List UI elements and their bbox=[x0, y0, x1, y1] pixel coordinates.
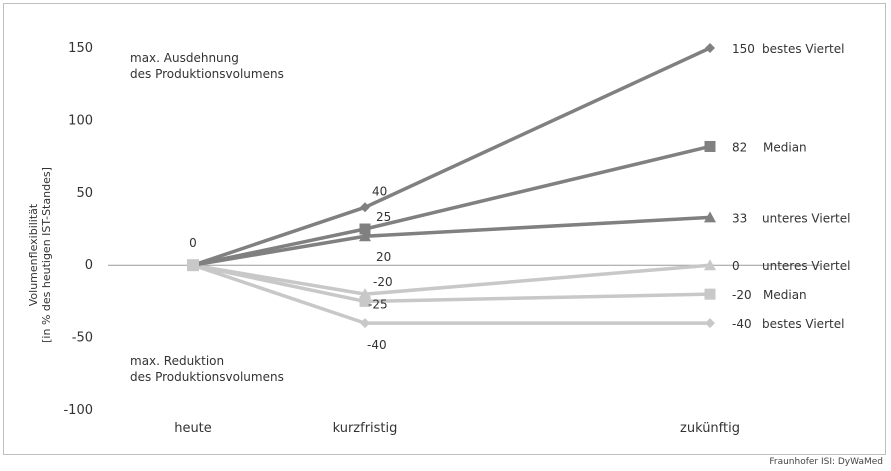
annotation-max-reduction-line1: max. Reduktion bbox=[130, 354, 225, 368]
data-point-square bbox=[359, 295, 371, 307]
annotation-max-reduction-line2: des Produktionsvolumens bbox=[130, 370, 284, 384]
data-point-triangle bbox=[359, 230, 371, 242]
series-name-label: Median bbox=[763, 288, 807, 302]
y-tick-label: 100 bbox=[68, 113, 93, 128]
y-tick-label: -100 bbox=[63, 403, 93, 418]
source-credit: Fraunhofer ISI: DyWaMed bbox=[769, 457, 883, 467]
data-label-kurzfristig: -25 bbox=[368, 297, 388, 311]
chart-frame bbox=[3, 3, 886, 455]
data-point-diamond bbox=[705, 43, 715, 53]
series-line bbox=[192, 215, 711, 267]
series-line bbox=[192, 144, 711, 267]
series-name-label: bestes Viertel bbox=[762, 42, 844, 56]
data-point-triangle bbox=[704, 259, 716, 271]
annotation-max-expansion-line2: des Produktionsvolumens bbox=[130, 67, 284, 81]
series-name-label: Median bbox=[763, 140, 807, 154]
data-label-kurzfristig: 20 bbox=[376, 250, 391, 264]
data-label-zukuenftig: -40 bbox=[732, 317, 752, 331]
data-point-diamond bbox=[360, 202, 370, 213]
data-label-kurzfristig: -40 bbox=[367, 338, 387, 352]
annotation-max-expansion-line1: max. Ausdehnung bbox=[130, 51, 239, 65]
annotation-max-reduction: max. Reduktion des Produktionsvolumens bbox=[130, 353, 284, 385]
series-name-label: bestes Viertel bbox=[762, 317, 844, 331]
data-label-zukuenftig: 150 bbox=[732, 42, 755, 56]
data-point-square bbox=[704, 288, 716, 300]
y-tick-label: -50 bbox=[72, 331, 93, 346]
series-name-label: unteres Viertel bbox=[762, 259, 850, 273]
data-point-square bbox=[359, 223, 371, 235]
data-label-kurzfristig: 25 bbox=[376, 210, 391, 224]
data-label-kurzfristig: -20 bbox=[373, 275, 393, 289]
start-value-label: 0 bbox=[189, 236, 197, 250]
y-tick-label: 50 bbox=[76, 186, 93, 201]
y-tick-label: 150 bbox=[68, 41, 93, 56]
series-name-label: unteres Viertel bbox=[762, 211, 850, 225]
data-point-triangle bbox=[704, 211, 716, 223]
data-label-zukuenftig: -20 bbox=[732, 288, 752, 302]
x-tick-label: kurzfristig bbox=[333, 421, 398, 436]
y-tick-label: 0 bbox=[85, 258, 93, 273]
data-label-zukuenftig: 82 bbox=[732, 140, 747, 154]
data-label-zukuenftig: 33 bbox=[732, 211, 747, 225]
data-label-zukuenftig: 0 bbox=[732, 259, 740, 273]
data-point-diamond bbox=[705, 318, 715, 329]
x-tick-label: zukünftig bbox=[680, 421, 740, 436]
annotation-max-expansion: max. Ausdehnung des Produktionsvolumens bbox=[130, 50, 284, 82]
data-point-square bbox=[704, 140, 716, 152]
start-point-marker bbox=[187, 259, 199, 272]
data-point-diamond bbox=[360, 318, 370, 329]
x-tick-label: heute bbox=[174, 421, 212, 436]
data-label-kurzfristig: 40 bbox=[372, 184, 387, 198]
